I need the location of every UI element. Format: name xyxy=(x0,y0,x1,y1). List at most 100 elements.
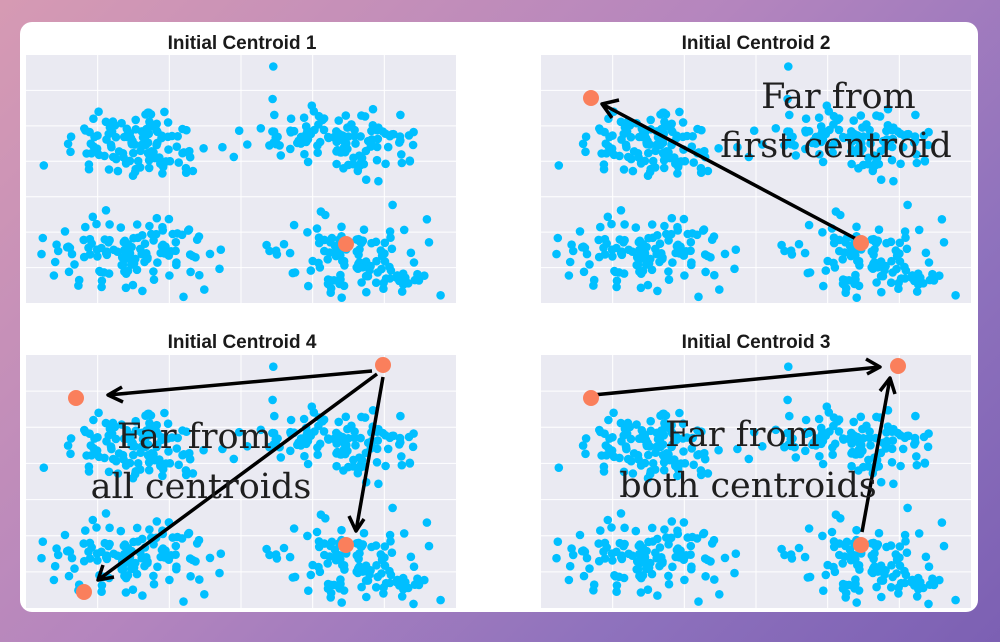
data-point xyxy=(620,123,630,132)
data-point xyxy=(117,118,126,128)
data-point xyxy=(339,164,348,173)
data-point xyxy=(809,438,818,447)
data-point xyxy=(886,541,896,550)
data-point xyxy=(132,569,142,579)
data-point xyxy=(149,579,159,589)
data-point xyxy=(234,126,244,135)
data-point xyxy=(405,156,415,165)
data-point xyxy=(814,414,824,424)
data-point xyxy=(653,286,662,296)
data-point xyxy=(337,598,347,607)
data-point xyxy=(688,433,697,443)
data-point xyxy=(645,469,655,479)
data-point xyxy=(896,159,905,169)
data-point xyxy=(371,278,381,288)
data-point xyxy=(301,439,311,449)
data-point xyxy=(924,599,933,609)
data-point xyxy=(101,206,111,215)
data-point xyxy=(694,292,703,302)
data-point xyxy=(129,450,138,460)
data-point xyxy=(784,362,793,372)
data-point xyxy=(870,245,879,254)
data-point xyxy=(119,237,129,247)
data-point xyxy=(841,288,850,298)
data-point xyxy=(903,503,912,513)
data-point xyxy=(358,237,367,246)
data-point xyxy=(664,579,674,589)
data-point xyxy=(243,140,252,149)
data-point xyxy=(889,479,898,489)
data-point xyxy=(887,561,896,570)
data-point xyxy=(658,108,668,117)
data-point xyxy=(822,101,832,110)
data-point xyxy=(670,153,679,162)
data-point xyxy=(100,453,109,463)
data-point xyxy=(827,527,837,537)
annotation-line-2: all centroids xyxy=(91,467,312,507)
data-point xyxy=(160,107,169,117)
data-point xyxy=(195,575,204,584)
annotation-line-2: first centroid xyxy=(720,126,952,166)
data-point xyxy=(63,139,73,149)
data-point xyxy=(380,542,390,551)
data-point xyxy=(84,467,94,476)
data-point xyxy=(94,107,103,116)
data-point xyxy=(140,257,149,267)
data-point xyxy=(924,562,934,571)
data-point xyxy=(888,572,897,582)
data-point xyxy=(658,409,668,419)
data-point xyxy=(900,530,910,540)
data-point xyxy=(700,146,709,156)
data-point xyxy=(183,529,193,539)
data-point xyxy=(657,249,666,258)
data-point xyxy=(791,151,801,160)
data-point xyxy=(301,137,311,147)
data-point xyxy=(582,553,592,563)
data-point xyxy=(914,529,924,538)
data-point xyxy=(866,441,875,450)
data-point xyxy=(149,267,158,276)
data-point xyxy=(144,465,154,475)
data-point xyxy=(361,175,371,184)
data-point xyxy=(354,564,363,573)
data-point xyxy=(140,561,149,571)
data-point xyxy=(143,409,153,419)
data-point xyxy=(579,267,589,277)
data-point xyxy=(149,571,158,581)
data-point xyxy=(787,554,797,563)
data-point xyxy=(386,233,395,242)
centroid-3 xyxy=(890,358,906,374)
data-point xyxy=(658,440,668,449)
data-point xyxy=(578,441,588,450)
data-point xyxy=(243,442,252,451)
data-point xyxy=(335,450,345,459)
arrow-head xyxy=(347,515,366,533)
data-point xyxy=(158,169,167,178)
data-point xyxy=(911,411,920,421)
data-point xyxy=(818,427,827,437)
data-point xyxy=(177,534,187,543)
data-point xyxy=(140,239,150,248)
data-point xyxy=(876,477,886,487)
data-point xyxy=(872,278,881,287)
data-point xyxy=(105,123,115,132)
data-point xyxy=(615,538,625,548)
data-point xyxy=(585,260,594,269)
data-point xyxy=(912,592,922,601)
data-point xyxy=(660,117,669,127)
data-point xyxy=(436,291,445,300)
annotation-text: Far from all centroids xyxy=(91,417,312,507)
data-point xyxy=(874,528,884,538)
data-point xyxy=(396,438,405,447)
data-point xyxy=(615,151,624,161)
data-point xyxy=(889,176,898,186)
data-point xyxy=(336,579,345,589)
data-point xyxy=(578,139,588,149)
data-point xyxy=(132,523,142,533)
data-point xyxy=(361,561,371,570)
data-point xyxy=(612,587,621,596)
data-point xyxy=(371,237,381,247)
data-point xyxy=(686,541,696,551)
data-point xyxy=(165,271,174,280)
data-point xyxy=(218,142,227,152)
